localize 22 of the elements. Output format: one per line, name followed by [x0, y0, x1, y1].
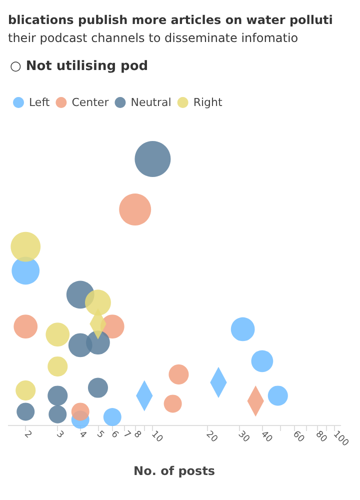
x-tick-label: 6 — [108, 429, 120, 441]
x-tick-label: 4 — [76, 429, 88, 441]
legend-label: Neutral — [130, 96, 172, 109]
x-tick-label: 60 — [290, 429, 306, 445]
x-tick-label: 20 — [204, 429, 220, 445]
x-tick-label: 8 — [132, 429, 143, 441]
x-tick-label: 5 — [94, 429, 106, 441]
x-tick-label: 80 — [313, 429, 329, 445]
legend-label: Left — [29, 96, 50, 109]
x-tick-label: 3 — [54, 429, 66, 441]
legend-label: Center — [72, 96, 110, 109]
text: ○ Not utilising pod — [10, 59, 148, 74]
x-tick-label: 30 — [236, 429, 252, 445]
x-tick-label: 10 — [149, 429, 165, 445]
x-tick-label: 100 — [331, 429, 350, 449]
chart-title: blications publish more articles on water polluti — [8, 13, 333, 27]
x-tick-label: 7 — [121, 429, 132, 441]
x-axis-title: No. of posts — [134, 464, 216, 478]
legend-label: Right — [193, 96, 223, 109]
chart-subtitle: their podcast channels to disseminate infomatio — [8, 31, 298, 45]
x-tick-label: 2 — [22, 429, 34, 441]
x-tick-label: 40 — [258, 429, 274, 445]
